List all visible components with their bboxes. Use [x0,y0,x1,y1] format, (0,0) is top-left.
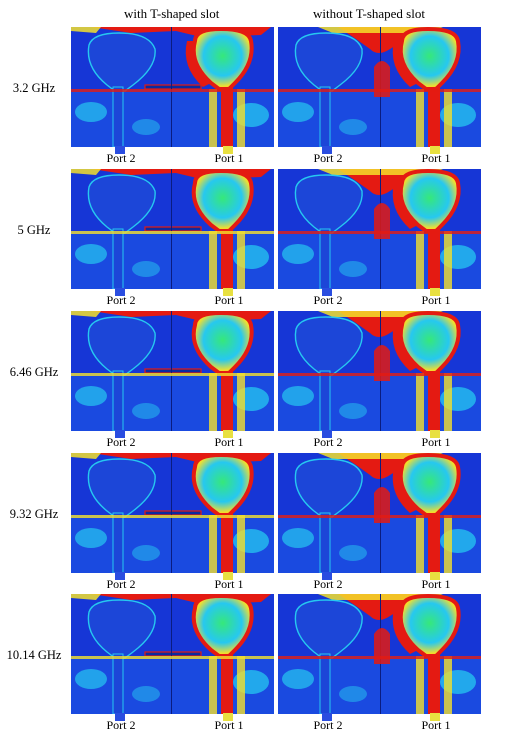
current-distribution-without-slot [278,27,481,147]
port-2-label: Port 2 [106,718,136,732]
current-distribution-with-slot [71,453,274,573]
port-2-label: Port 2 [106,435,136,449]
port-2-feed [322,288,332,296]
frequency-label: 9.32 GHz [9,507,59,521]
port-2-label: Port 2 [313,293,343,307]
port-1-feed [430,572,440,580]
port-1-feed [223,713,233,721]
column-title-without-slot: without T-shaped slot [313,6,425,21]
port-2-feed [115,713,125,721]
current-distribution-with-slot [71,27,274,147]
frequency-label: 10.14 GHz [6,648,62,662]
surface-current-plot [71,169,274,289]
port-2-label: Port 2 [106,293,136,307]
current-distribution-without-slot [278,594,481,714]
surface-current-plot [278,594,481,714]
port-2-feed [115,146,125,154]
port-1-label: Port 1 [214,435,244,449]
surface-current-plot [71,27,274,147]
port-1-feed [223,146,233,154]
surface-current-plot [278,169,481,289]
port-2-label: Port 2 [313,435,343,449]
port-1-feed [430,288,440,296]
port-1-label: Port 1 [214,577,244,591]
port-2-label: Port 2 [313,718,343,732]
port-1-label: Port 1 [421,577,451,591]
current-distribution-with-slot [71,169,274,289]
current-distribution-with-slot [71,594,274,714]
port-1-feed [223,288,233,296]
port-2-feed [322,713,332,721]
surface-current-plot [71,311,274,431]
port-1-label: Port 1 [421,293,451,307]
port-2-feed [115,430,125,438]
port-1-label: Port 1 [214,151,244,165]
port-1-label: Port 1 [421,718,451,732]
frequency-label: 5 GHz [17,223,51,237]
port-2-label: Port 2 [106,151,136,165]
current-distribution-without-slot [278,453,481,573]
port-2-feed [322,430,332,438]
current-distribution-without-slot [278,169,481,289]
surface-current-plot [71,453,274,573]
port-2-label: Port 2 [313,151,343,165]
port-2-feed [115,572,125,580]
port-1-feed [223,572,233,580]
port-1-feed [430,146,440,154]
port-1-feed [430,430,440,438]
port-1-label: Port 1 [214,293,244,307]
frequency-label: 3.2 GHz [12,81,56,95]
surface-current-plot [278,27,481,147]
current-distribution-with-slot [71,311,274,431]
port-2-feed [322,146,332,154]
port-2-feed [115,288,125,296]
port-2-label: Port 2 [313,577,343,591]
port-1-label: Port 1 [214,718,244,732]
port-1-label: Port 1 [421,151,451,165]
port-1-feed [430,713,440,721]
frequency-label: 6.46 GHz [9,365,59,379]
current-distribution-without-slot [278,311,481,431]
port-1-feed [223,430,233,438]
port-1-label: Port 1 [421,435,451,449]
surface-current-plot [71,594,274,714]
port-2-label: Port 2 [106,577,136,591]
column-title-with-slot: with T-shaped slot [124,6,220,21]
surface-current-plot [278,453,481,573]
port-2-feed [322,572,332,580]
surface-current-plot [278,311,481,431]
